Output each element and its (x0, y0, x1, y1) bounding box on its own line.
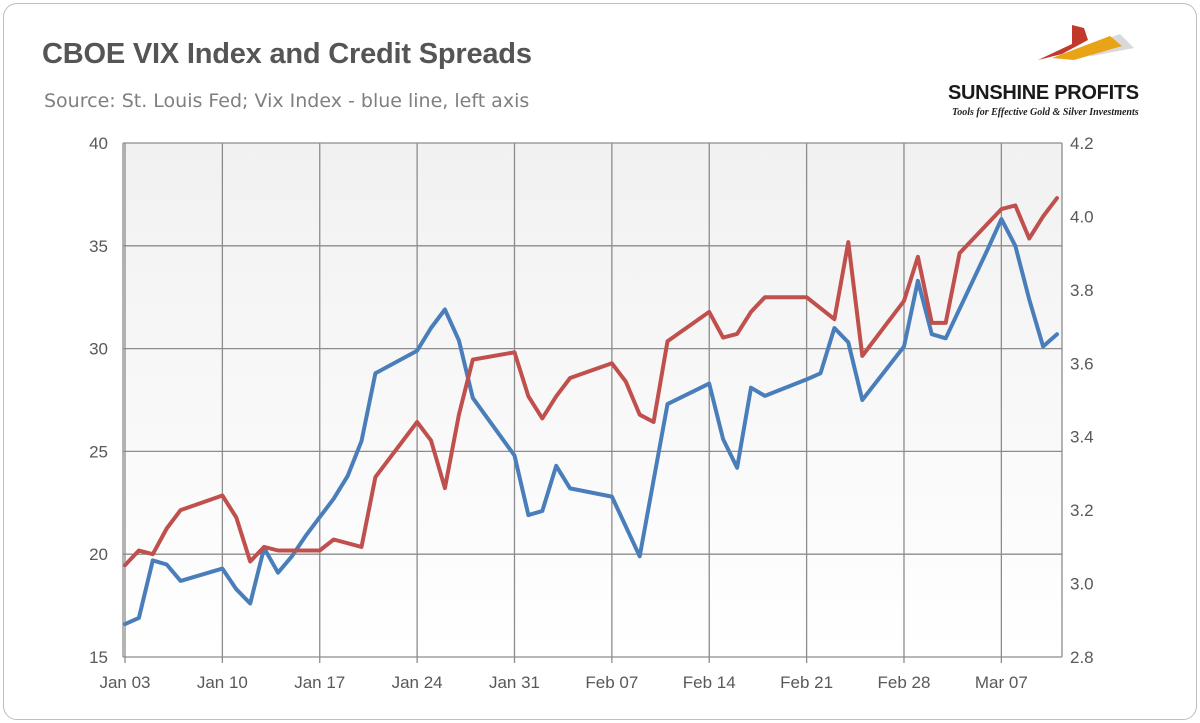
x-tick-label: Jan 03 (99, 673, 150, 692)
y-right-tick-label: 3.8 (1070, 281, 1094, 300)
y-right-tick-label: 2.8 (1070, 648, 1094, 667)
chart-title: CBOE VIX Index and Credit Spreads (42, 38, 532, 70)
y-right-tick-label: 3.4 (1070, 428, 1094, 447)
chart-subtitle: Source: St. Louis Fed; Vix Index - blue … (44, 90, 530, 112)
sunshine-profits-logo: SUNSHINE PROFITS Tools for Effective Gol… (942, 22, 1182, 122)
credit-spread-series-line (123, 196, 1059, 568)
x-tick-label: Jan 24 (392, 673, 443, 692)
y-left-tick-label: 35 (89, 237, 108, 256)
y-left-tick-label: 20 (89, 545, 108, 564)
x-tick-label: Jan 17 (294, 673, 345, 692)
logo-swoosh-icon (1038, 25, 1134, 60)
plot-area (123, 143, 1062, 657)
y-right-tick-label: 3.0 (1070, 575, 1094, 594)
y-left-tick-label: 25 (89, 442, 108, 461)
gridlines (123, 142, 1062, 658)
x-tick-label: Feb 14 (683, 673, 736, 692)
x-tick-label: Feb 28 (878, 673, 931, 692)
x-tick-label: Feb 07 (585, 673, 638, 692)
x-tick-label: Mar 07 (975, 673, 1028, 692)
vix-series-line (123, 217, 1059, 627)
y-right-tick-label: 4.2 (1070, 134, 1094, 153)
y-left-tick-label: 30 (89, 340, 108, 359)
y-right-tick-label: 3.6 (1070, 354, 1094, 373)
x-tick-label: Jan 10 (197, 673, 248, 692)
axes: 15 20 25 30 35 40 Jan 03 Jan 10 Jan 17 Jan 24 Jan … (89, 134, 1094, 692)
x-tick-label: Feb 21 (780, 673, 833, 692)
y-right-tick-label: 4.0 (1070, 207, 1094, 226)
logo-tagline: Tools for Effective Gold & Silver Invest… (952, 107, 1139, 118)
y-right-tick-label: 3.2 (1070, 501, 1094, 520)
y-left-tick-label: 15 (89, 648, 108, 667)
x-tick-label: Jan 31 (489, 673, 540, 692)
series-lines (123, 196, 1059, 627)
logo-name: SUNSHINE PROFITS (948, 82, 1139, 104)
y-left-tick-label: 40 (89, 134, 108, 153)
